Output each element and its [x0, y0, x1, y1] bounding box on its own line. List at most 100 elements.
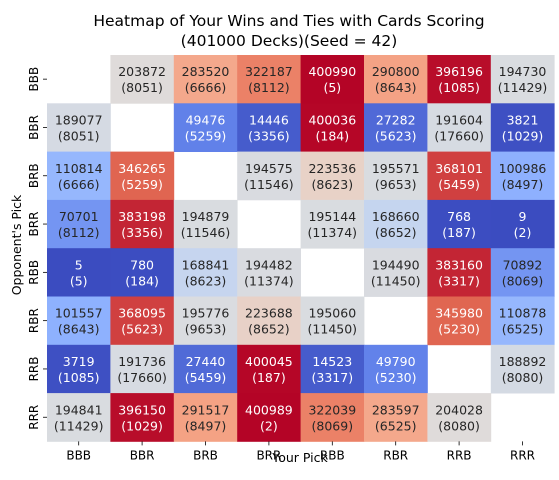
cell-ties-label: (5259) [121, 177, 163, 192]
heatmap-cell [300, 103, 365, 152]
cell-wins-label: 194879 [182, 209, 230, 224]
cell-wins-label: 168841 [182, 257, 230, 272]
x-axis-ticks: BBB BBR BRB BRR RBB RBR RRB RRR [66, 441, 535, 462]
x-tick-label: BBB [66, 448, 91, 462]
heatmap-cell [237, 55, 301, 104]
heatmap-cell [427, 393, 492, 442]
cell-ties-label: (187) [252, 370, 286, 385]
heatmap-cell [490, 344, 555, 394]
cell-wins-label: 768 [447, 209, 471, 224]
cell-wins-label: 194482 [245, 257, 293, 272]
cell-ties-label: (8080) [502, 370, 544, 385]
cell-wins-label: 283597 [372, 402, 420, 417]
cell-ties-label: (1029) [121, 418, 163, 433]
heatmap-cell [364, 55, 428, 104]
cell-ties-label: (8652) [248, 322, 290, 337]
cell-ties-label: (2) [260, 418, 278, 433]
heatmap-cell [237, 151, 301, 201]
cell-wins-label: 204028 [435, 402, 483, 417]
cell-wins-label: 49476 [186, 112, 226, 127]
y-axis-label: Opponent's Pick [9, 194, 24, 295]
cell-ties-label: (11374) [244, 273, 294, 288]
y-tick-label: BBB [27, 67, 41, 92]
cell-ties-label: (11374) [308, 225, 358, 240]
heatmap-cell [110, 344, 175, 394]
cell-wins-label: 3821 [507, 112, 539, 127]
heatmap-cell [427, 103, 492, 152]
heatmap-cell [427, 199, 492, 249]
heatmap-cell [364, 151, 428, 201]
y-tick-label: RBB [27, 260, 41, 285]
cell-wins-label: 345980 [435, 306, 483, 321]
cell-ties-label: (8623) [185, 273, 227, 288]
heatmap-cell [364, 393, 428, 442]
y-tick-label: BBR [27, 115, 41, 140]
cell-wins-label: 9 [519, 209, 527, 224]
heatmap-cell [110, 199, 175, 249]
heatmap-cell [300, 393, 365, 442]
cell-wins-label: 368101 [435, 161, 483, 176]
cell-wins-label: 14446 [249, 112, 289, 127]
cell-ties-label: (187) [442, 225, 476, 240]
heatmap-cell [110, 296, 175, 346]
cell-ties-label: (8497) [185, 418, 227, 433]
cell-ties-label: (8069) [502, 273, 544, 288]
heatmap-cell [364, 103, 428, 152]
heatmap-cell [237, 248, 301, 297]
cell-ties-label: (5623) [121, 322, 163, 337]
cell-wins-label: 191604 [435, 112, 483, 127]
cell-ties-label: (11450) [308, 322, 358, 337]
cell-wins-label: 110814 [55, 161, 103, 176]
x-tick-label: BBR [130, 448, 155, 462]
cell-ties-label: (11429) [54, 418, 104, 433]
cell-ties-label: (17660) [434, 128, 484, 143]
cell-ties-label: (8643) [58, 322, 100, 337]
heatmap-cell [110, 55, 175, 104]
cell-wins-label: 383198 [118, 209, 166, 224]
heatmap-cell [47, 151, 111, 201]
heatmap-cell [490, 151, 555, 201]
cell-wins-label: 168660 [372, 209, 420, 224]
cell-wins-label: 291517 [182, 402, 230, 417]
cell-wins-label: 368095 [118, 306, 166, 321]
cell-ties-label: (1029) [502, 128, 544, 143]
cell-ties-label: (5) [70, 273, 88, 288]
cell-ties-label: (3356) [121, 225, 163, 240]
cell-wins-label: 49790 [376, 354, 416, 369]
cell-wins-label: 70701 [59, 209, 99, 224]
cell-wins-label: 322187 [245, 64, 293, 79]
heatmap-cell [47, 103, 111, 152]
cell-wins-label: 100986 [499, 161, 547, 176]
heatmap-cell [364, 344, 428, 394]
cell-wins-label: 400990 [308, 64, 356, 79]
cell-ties-label: (5623) [375, 128, 417, 143]
cell-ties-label: (8652) [375, 225, 417, 240]
x-axis-label: Your Pick [271, 450, 328, 465]
cell-ties-label: (3317) [312, 370, 354, 385]
cell-wins-label: 101557 [55, 306, 103, 321]
cell-ties-label: (5) [323, 80, 341, 95]
cell-wins-label: 346265 [118, 161, 166, 176]
cell-wins-label: 27282 [376, 112, 416, 127]
y-tick-label: BRB [27, 163, 41, 188]
cell-ties-label: (1085) [58, 370, 100, 385]
heatmap-cell [490, 55, 555, 104]
heatmap-cell [490, 199, 555, 249]
cell-ties-label: (8080) [438, 418, 480, 433]
heatmap-cell [47, 248, 111, 297]
cell-wins-label: 400989 [245, 402, 293, 417]
x-tick-label: RBR [383, 448, 408, 462]
heatmap-cell [173, 248, 238, 297]
cell-wins-label: 27440 [186, 354, 226, 369]
x-tick-label: RRR [510, 448, 535, 462]
cell-wins-label: 194730 [499, 64, 547, 79]
cell-ties-label: (5459) [185, 370, 227, 385]
cell-ties-label: (8643) [375, 80, 417, 95]
cell-wins-label: 5 [75, 257, 83, 272]
cell-ties-label: (11546) [244, 177, 294, 192]
cell-wins-label: 189077 [55, 112, 103, 127]
heatmap-cell [47, 344, 111, 394]
x-tick-label: RBB [320, 448, 345, 462]
y-tick-label: RBR [27, 308, 41, 333]
